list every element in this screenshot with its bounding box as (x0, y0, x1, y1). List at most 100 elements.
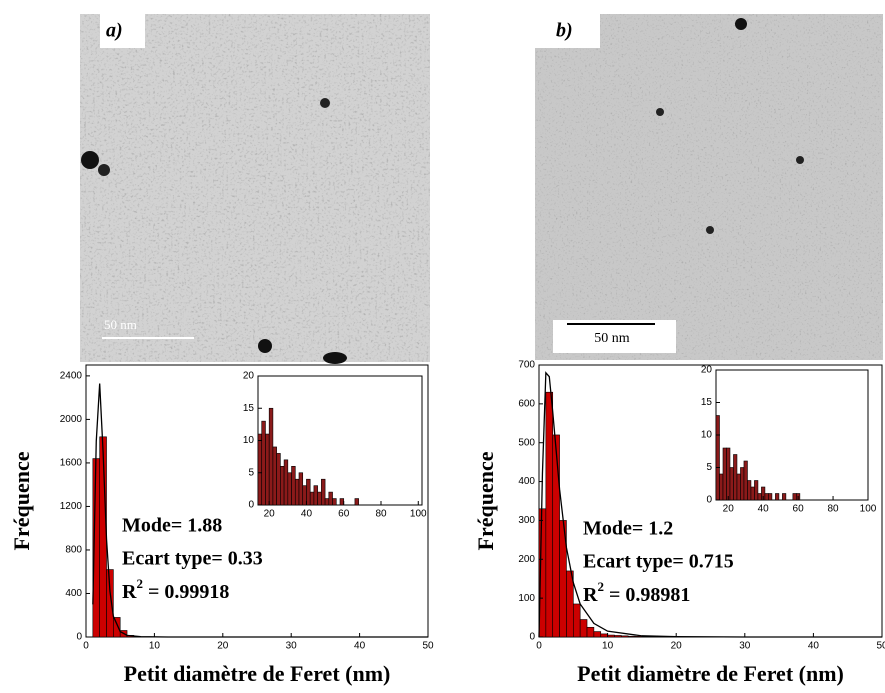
x-tick-label: 80 (375, 509, 387, 520)
bar (566, 570, 574, 638)
bar (775, 493, 780, 501)
y-tick-label: 0 (76, 632, 82, 643)
bar (332, 498, 337, 506)
y-tick-label: 0 (248, 500, 254, 511)
bar (719, 473, 724, 501)
bar (586, 626, 595, 638)
bar (321, 478, 326, 506)
bar (621, 635, 629, 638)
fit-curve (92, 383, 428, 638)
bar (747, 480, 752, 501)
x-tick-label: 0 (83, 641, 89, 652)
y-tick-label: 1200 (60, 501, 83, 512)
bar (743, 460, 748, 501)
y-tick-label: 2000 (60, 414, 83, 425)
bar (280, 465, 285, 506)
y-tick-label: 800 (65, 545, 82, 556)
x-tick-label: 40 (808, 641, 820, 652)
y-tick-label: 200 (518, 554, 535, 565)
bar (309, 491, 315, 506)
bar (283, 459, 289, 506)
r-squared: R2 = 0.99918 (122, 576, 229, 603)
scale-bar-label: 50 nm (594, 331, 630, 346)
tem-image-b (535, 14, 883, 360)
bar (113, 617, 121, 638)
y-tick-label: 10 (701, 430, 713, 441)
bar (294, 478, 300, 506)
bar (552, 434, 560, 638)
r2-symbol: R (122, 581, 137, 603)
bar (306, 478, 311, 506)
x-tick-label: 10 (602, 641, 614, 652)
bar (313, 485, 318, 506)
y-tick-label: 400 (518, 476, 535, 487)
bar (607, 634, 615, 638)
annotation: Mode= 1.88 (122, 515, 222, 537)
r2-value: = 0.98981 (604, 584, 690, 606)
x-tick-label: 20 (723, 504, 735, 515)
bar (276, 453, 281, 506)
bar (302, 485, 307, 506)
y-tick-label: 1600 (60, 458, 83, 469)
y-tick-label: 100 (518, 593, 535, 604)
y-tick-label: 300 (518, 515, 535, 526)
x-axis-label: Petit diamètre de Feret (nm) (124, 661, 391, 686)
bar (715, 415, 720, 501)
annotation: Ecart type= 0.33 (122, 548, 263, 570)
bar (764, 493, 769, 501)
bar (339, 498, 345, 506)
x-tick-label: 50 (876, 641, 885, 652)
y-tick-label: 400 (65, 588, 82, 599)
bar (291, 465, 296, 506)
fit-curve (538, 371, 882, 638)
bar (354, 498, 359, 506)
y-tick-label: 0 (529, 632, 535, 643)
y-axis-label: Fréquence (473, 451, 498, 550)
y-tick-label: 5 (706, 462, 712, 473)
x-tick-label: 60 (793, 504, 805, 515)
bar (572, 603, 581, 638)
y-tick-label: 20 (243, 371, 255, 382)
bar (736, 473, 741, 501)
r2-symbol: R (583, 584, 598, 606)
x-tick-label: 20 (264, 509, 276, 520)
bar (729, 467, 734, 501)
y-tick-label: 10 (243, 435, 255, 446)
bar (298, 472, 304, 506)
bar (328, 491, 333, 506)
y-tick-label: 500 (518, 437, 535, 448)
r2-exponent: 2 (597, 579, 604, 594)
bar (792, 493, 797, 501)
bar (287, 472, 292, 506)
y-tick-label: 5 (248, 467, 254, 478)
y-tick-label: 0 (706, 495, 712, 506)
bar (579, 619, 588, 638)
bar (768, 493, 773, 501)
x-tick-label: 40 (758, 504, 770, 515)
x-tick-label: 40 (354, 641, 366, 652)
bar (782, 493, 787, 501)
bar (726, 447, 731, 501)
annotation: Mode= 1.2 (583, 518, 673, 540)
y-tick-label: 700 (518, 360, 535, 371)
x-tick-label: 30 (739, 641, 751, 652)
bar (722, 447, 727, 501)
x-tick-label: 0 (536, 641, 542, 652)
r2-value: = 0.99918 (143, 581, 229, 603)
bar (317, 491, 322, 506)
bar (627, 635, 636, 638)
x-tick-label: 30 (286, 641, 298, 652)
bar (600, 633, 608, 638)
bar (757, 493, 762, 501)
bar (614, 635, 622, 638)
bar (324, 498, 330, 506)
r-squared: R2 = 0.98981 (583, 579, 690, 606)
bar (754, 480, 759, 501)
y-axis-label: Fréquence (9, 451, 34, 550)
bar (261, 420, 266, 506)
bar (268, 407, 274, 506)
bar (272, 446, 277, 506)
x-tick-label: 40 (301, 509, 313, 520)
r2-exponent: 2 (136, 576, 143, 591)
